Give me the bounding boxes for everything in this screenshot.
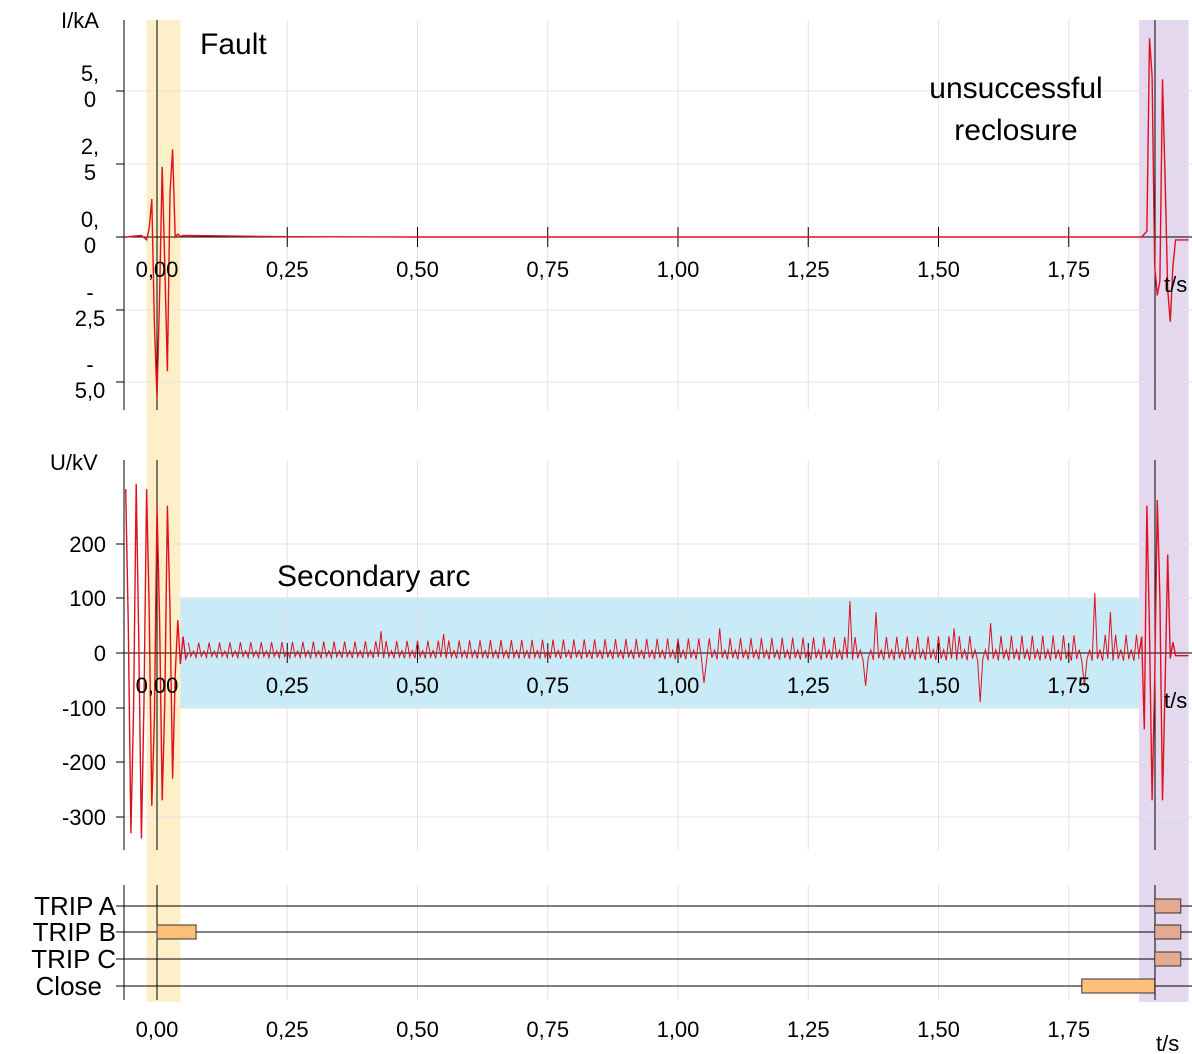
x-tick-label: 0,25 <box>266 673 309 698</box>
trip-time-axis-label: t/s <box>1156 1031 1179 1054</box>
trip-signal-label: TRIP B <box>33 917 116 947</box>
current-y-tick-label: - <box>86 280 93 305</box>
time-axis-label: t/s <box>1164 688 1187 713</box>
x-tick-label: 1,25 <box>787 257 830 282</box>
voltage-trace-reclosure <box>1138 500 1189 801</box>
current-y-tick-label: 0, <box>81 207 99 232</box>
trip-x-tick-label: 0,00 <box>136 1017 179 1042</box>
current-y-tick-label: 0 <box>84 233 96 258</box>
x-tick-label: 0,75 <box>526 673 569 698</box>
highlight-layer <box>146 20 1189 1002</box>
voltage-y-tick-label: -200 <box>62 750 106 775</box>
x-tick-label: 0,00 <box>136 673 179 698</box>
grid-layer <box>124 20 1192 1000</box>
voltage-y-tick-label: -300 <box>62 805 106 830</box>
x-tick-label: 1,50 <box>917 257 960 282</box>
current-y-tick-label: 2,5 <box>75 306 106 331</box>
trip-x-tick-label: 1,50 <box>917 1017 960 1042</box>
x-tick-label: 1,75 <box>1047 673 1090 698</box>
current-trace-segment-0 <box>125 149 1142 398</box>
current-y-tick-label: 2, <box>81 134 99 159</box>
x-tick-label: 0,00 <box>136 257 179 282</box>
reclosure-annotation-line-1: unsuccessful <box>929 72 1102 105</box>
x-tick-label: 0,25 <box>266 257 309 282</box>
trip-bar <box>156 924 197 940</box>
trip-x-tick-label: 0,25 <box>266 1017 309 1042</box>
trip-bar <box>1154 951 1182 967</box>
current-y-tick-label: 5,0 <box>75 378 106 403</box>
secondary-arc-annotation: Secondary arc <box>277 560 470 593</box>
trip-signal-label: TRIP C <box>31 944 116 974</box>
current-y-tick-label: - <box>86 352 93 377</box>
trip-signal-label: Close <box>36 971 102 1001</box>
reclosure-annotation-line-2: reclosure <box>954 114 1077 147</box>
current-axis-label: I/kA <box>61 8 99 33</box>
x-tick-label: 1,75 <box>1047 257 1090 282</box>
trip-bar <box>1154 898 1182 914</box>
voltage-axis-label: U/kV <box>50 450 98 475</box>
current-y-tick-label: 5 <box>84 160 96 185</box>
fault-annotation: Fault <box>200 28 267 61</box>
trip-x-tick-label: 1,25 <box>787 1017 830 1042</box>
label-layer: Fault unsuccessful reclosure Secondary a… <box>31 8 1187 1054</box>
trip-bar <box>1154 924 1182 940</box>
x-tick-label: 0,50 <box>396 257 439 282</box>
voltage-y-tick-label: 0 <box>94 641 106 666</box>
x-tick-label: 1,00 <box>657 257 700 282</box>
current-y-tick-label: 0 <box>84 87 96 112</box>
x-tick-label: 1,25 <box>787 673 830 698</box>
trip-x-tick-label: 0,75 <box>526 1017 569 1042</box>
current-trace-segment-1 <box>1141 38 1189 322</box>
axes-layer <box>116 20 1192 1000</box>
x-tick-label: 1,00 <box>657 673 700 698</box>
x-tick-label: 1,50 <box>917 673 960 698</box>
x-tick-label: 0,50 <box>396 673 439 698</box>
voltage-y-tick-label: -100 <box>62 696 106 721</box>
trip-x-tick-label: 0,50 <box>396 1017 439 1042</box>
trip-bar <box>1081 978 1156 994</box>
time-axis-label: t/s <box>1164 272 1187 297</box>
voltage-trace-prefault <box>125 483 189 839</box>
trip-x-tick-label: 1,75 <box>1047 1017 1090 1042</box>
x-tick-label: 0,75 <box>526 257 569 282</box>
voltage-y-tick-label: 200 <box>69 532 106 557</box>
trip-x-tick-label: 1,00 <box>657 1017 700 1042</box>
highlight-band-0 <box>146 20 181 1002</box>
current-y-tick-label: 5, <box>81 61 99 86</box>
data-layer <box>125 38 1189 994</box>
voltage-y-tick-label: 100 <box>69 586 106 611</box>
trip-signal-label: TRIP A <box>34 891 117 921</box>
voltage-trace-secondary-arc <box>187 592 1140 703</box>
